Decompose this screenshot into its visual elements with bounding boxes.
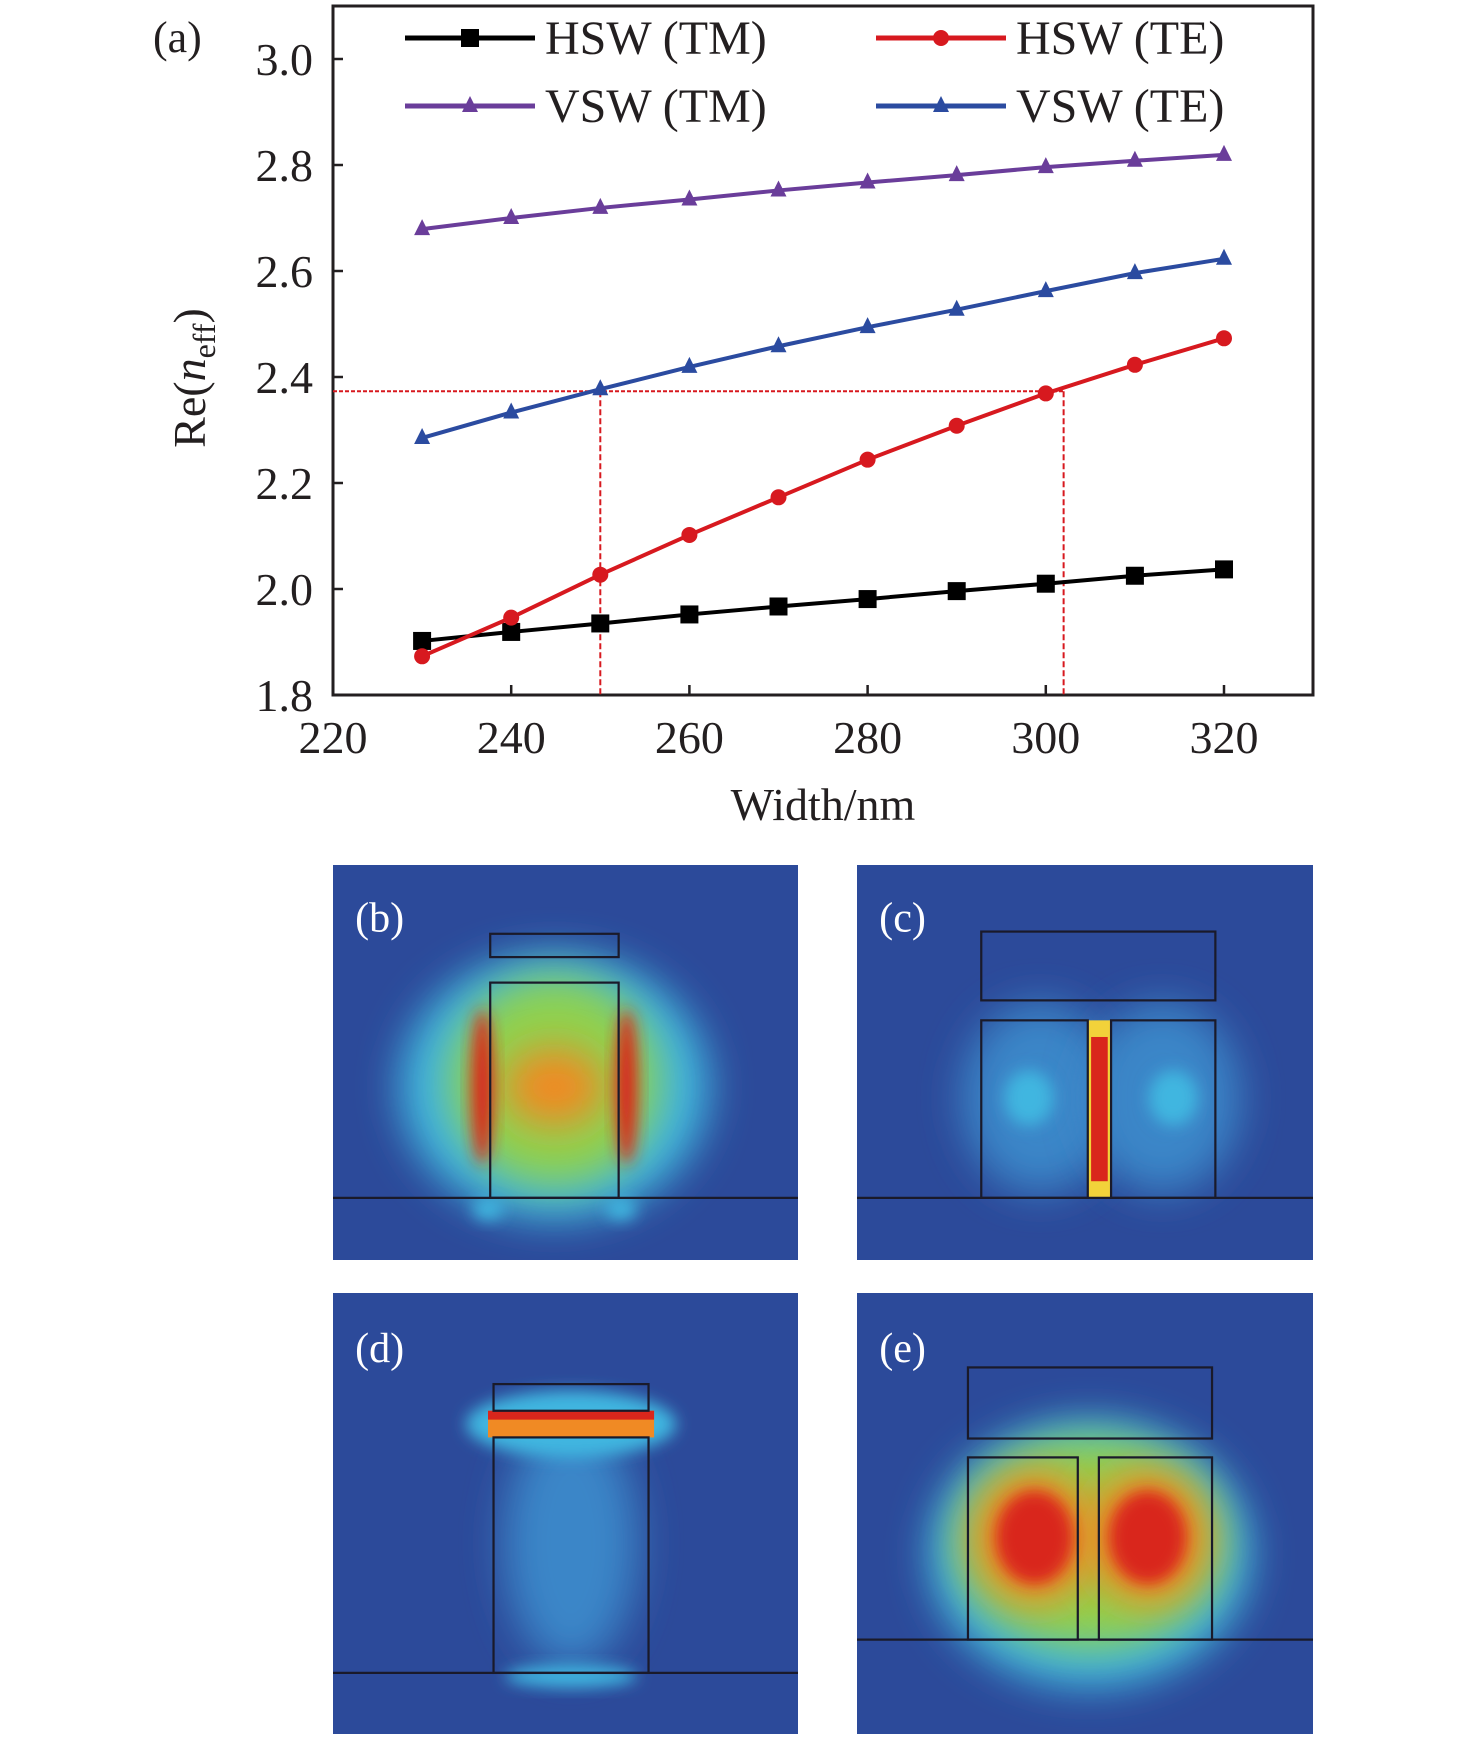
x-tick-label: 300 (1011, 712, 1080, 763)
x-tick-label: 220 (299, 712, 368, 763)
panel-label-a: (a) (153, 13, 202, 62)
y-axis-label: Re(neff) (164, 308, 222, 448)
data-point (1126, 150, 1143, 167)
data-point (680, 605, 699, 624)
data-point (681, 189, 698, 206)
data-point (859, 451, 876, 468)
axes: 220 240 260 280 300 320 1.8 2.0 2.2 2.4 2.6 2.8 3.0 (256, 4, 1315, 763)
data-point (413, 631, 432, 650)
data-point (1216, 248, 1232, 265)
data-point (592, 566, 609, 583)
data-point (414, 219, 431, 236)
data-point (948, 417, 965, 434)
legend-marker (933, 30, 949, 46)
data-point (1037, 157, 1054, 174)
data-point (948, 299, 965, 316)
data-point (1215, 560, 1233, 579)
y-tick-label: 2.4 (256, 352, 314, 403)
series-line (421, 256, 1225, 440)
y-tick-label: 2.0 (256, 564, 314, 615)
y-tick-label: 2.8 (256, 140, 314, 191)
data-point (770, 489, 787, 506)
data-point (1037, 281, 1054, 298)
field-panel-d: (d) (333, 1293, 798, 1734)
line-chart: (a) 220 240 260 280 300 320 1.8 2.0 2.2 2.4 2.6 2.8… (153, 4, 1315, 830)
legend-marker (933, 96, 949, 112)
x-tick-label: 240 (477, 712, 546, 763)
data-point (770, 180, 787, 197)
x-tick-label: 320 (1190, 712, 1259, 763)
field-panel-b: (b) (333, 865, 798, 1260)
data-point (1036, 574, 1055, 593)
series-line (421, 336, 1225, 659)
series-hsw-tm (413, 560, 1233, 650)
data-point (592, 379, 609, 396)
x-tick-label: 260 (655, 712, 724, 763)
data-point (1126, 356, 1143, 373)
x-tick-label: 280 (833, 712, 902, 763)
data-point (770, 336, 787, 353)
data-point (503, 402, 520, 419)
data-point (414, 427, 431, 444)
legend-label: HSW (TM) (545, 12, 767, 65)
series-group (413, 144, 1233, 665)
panel-label-d: (d) (355, 1325, 404, 1372)
legend-item: HSW (TM) (405, 12, 767, 65)
data-point (502, 622, 521, 641)
field-panel-c: (c) (857, 865, 1313, 1260)
data-point (859, 172, 876, 189)
data-point (1216, 330, 1232, 347)
legend-label: HSW (TE) (1016, 12, 1224, 65)
y-tick-label: 2.6 (256, 246, 314, 297)
legend: HSW (TM) HSW (TE) VSW (TM) VSW (TE) (405, 12, 1224, 133)
data-point (947, 582, 966, 601)
legend-label: VSW (TE) (1016, 80, 1224, 133)
series-vsw-te (414, 248, 1232, 444)
data-point (948, 165, 965, 182)
field-panel-e: (e) (857, 1293, 1313, 1734)
legend-item: HSW (TE) (876, 12, 1224, 65)
legend-item: VSW (TM) (405, 80, 767, 133)
data-point (1037, 385, 1054, 402)
panel-label-c: (c) (879, 895, 926, 942)
data-point (503, 208, 520, 224)
data-point (681, 526, 698, 543)
y-tick-label: 1.8 (256, 670, 314, 721)
data-point (681, 356, 698, 373)
data-point (769, 597, 788, 616)
data-point (1126, 263, 1143, 280)
data-point (414, 648, 431, 665)
series-vsw-tm (414, 144, 1232, 236)
y-tick-label: 3.0 (256, 34, 314, 85)
legend-marker (462, 96, 478, 112)
data-point (592, 197, 609, 214)
legend-label: VSW (TM) (545, 80, 767, 133)
legend-item: VSW (TE) (876, 80, 1224, 133)
data-point (503, 609, 520, 626)
plot-frame (331, 4, 1315, 697)
series-hsw-te (414, 330, 1232, 665)
series-line (421, 152, 1225, 232)
x-axis-label: Width/nm (731, 779, 916, 830)
data-point (1125, 566, 1144, 585)
legend-marker (461, 29, 479, 47)
data-point (859, 317, 876, 334)
panel-label-b: (b) (355, 895, 404, 942)
panel-label-e: (e) (879, 1325, 926, 1372)
data-point (858, 590, 877, 609)
data-point (591, 614, 610, 633)
reference-lines (333, 390, 1065, 695)
series-line (421, 567, 1225, 643)
data-point (1216, 144, 1232, 161)
y-tick-label: 2.2 (256, 458, 314, 509)
